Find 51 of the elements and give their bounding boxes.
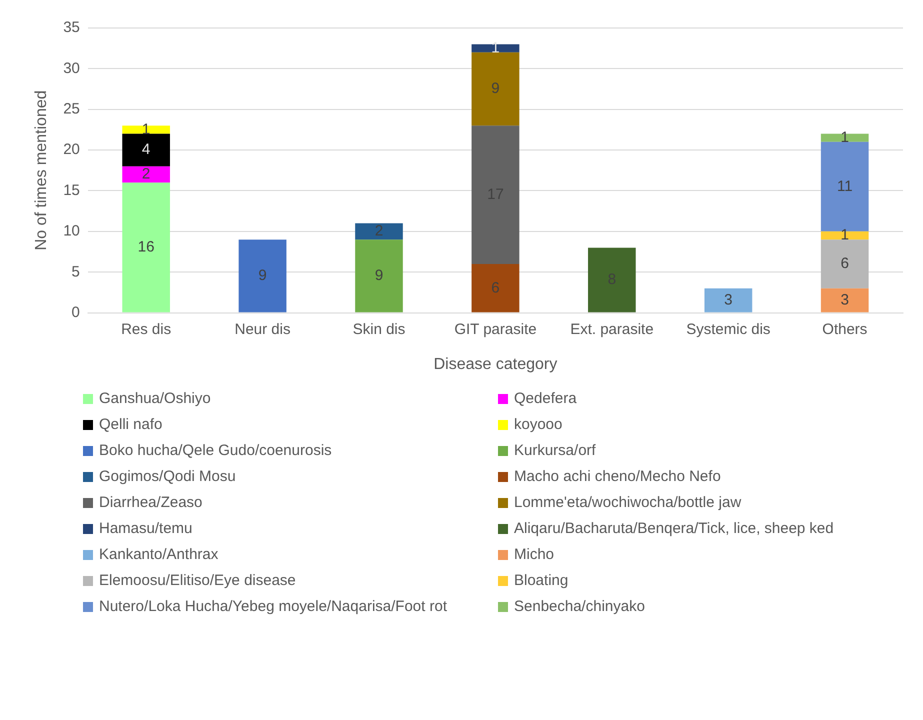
- legend-label: Bloating: [514, 572, 568, 589]
- legend-label: Qedefera: [514, 390, 577, 407]
- legend-label: Lomme'eta/wochiwocha/bottle jaw: [514, 494, 742, 511]
- data-label: 3: [840, 291, 849, 308]
- data-label: 2: [374, 222, 384, 240]
- data-label: 1: [142, 120, 150, 138]
- legend-label: Gogimos/Qodi Mosu: [99, 468, 236, 485]
- legend-label: Ganshua/Oshiyo: [99, 390, 211, 407]
- data-label: 11: [836, 178, 853, 195]
- x-tick-label: Ext. parasite: [570, 320, 654, 338]
- y-tick-label: 20: [63, 141, 80, 158]
- data-label: 9: [374, 267, 384, 284]
- data-label: 16: [138, 238, 154, 256]
- legend-label: Qelli nafo: [99, 416, 162, 433]
- legend-label: Aliqaru/Bacharuta/Benqera/Tick, lice, sheep ked: [514, 520, 834, 537]
- x-tick-label: Skin dis: [352, 320, 406, 338]
- legend-label: Kurkursa/orf: [514, 442, 596, 459]
- legend-label: Hamasu/temu: [99, 520, 192, 537]
- legend-label: Kankanto/Anthrax: [99, 546, 218, 563]
- data-label: 1: [840, 226, 849, 244]
- data-label: 6: [491, 279, 500, 296]
- y-tick-label: 15: [63, 182, 80, 199]
- data-label: 9: [258, 267, 267, 284]
- x-tick-label: Res dis: [121, 320, 172, 338]
- data-label: 2: [142, 166, 150, 183]
- data-label: 4: [142, 141, 150, 158]
- data-label: 1: [491, 39, 500, 56]
- y-tick-label: 10: [63, 222, 80, 240]
- x-axis-title: Disease category: [434, 356, 558, 373]
- y-tick-label: 0: [72, 304, 80, 321]
- y-tick-label: 35: [63, 19, 80, 36]
- y-tick-label: 30: [63, 60, 80, 77]
- data-label: 3: [724, 291, 733, 308]
- legend-label: koyooo: [514, 416, 562, 433]
- x-tick-label: GIT parasite: [454, 320, 537, 338]
- legend-label: Diarrhea/Zeaso: [99, 494, 202, 511]
- data-label: 9: [491, 80, 500, 98]
- data-label: 6: [840, 255, 849, 272]
- x-tick-label: Systemic dis: [686, 320, 770, 338]
- x-tick-label: Neur dis: [234, 320, 290, 338]
- legend-label: Elemoosu/Elitiso/Eye disease: [99, 572, 296, 589]
- legend-label: Senbecha/chinyako: [514, 598, 645, 615]
- y-axis-title: No of times mentioned: [33, 90, 50, 250]
- legend-label: Nutero/Loka Hucha/Yebeg moyele/Naqarisa/Foot rot: [99, 598, 447, 615]
- legend-label: Macho achi cheno/Mecho Nefo: [514, 468, 721, 485]
- y-tick-label: 5: [72, 263, 80, 280]
- x-tick-label: Others: [822, 320, 868, 338]
- y-tick-label: 25: [63, 100, 80, 118]
- legend-label: Micho: [514, 546, 554, 563]
- legend-label: Boko hucha/Qele Gudo/coenurosis: [99, 442, 332, 459]
- data-label: 1: [840, 128, 849, 146]
